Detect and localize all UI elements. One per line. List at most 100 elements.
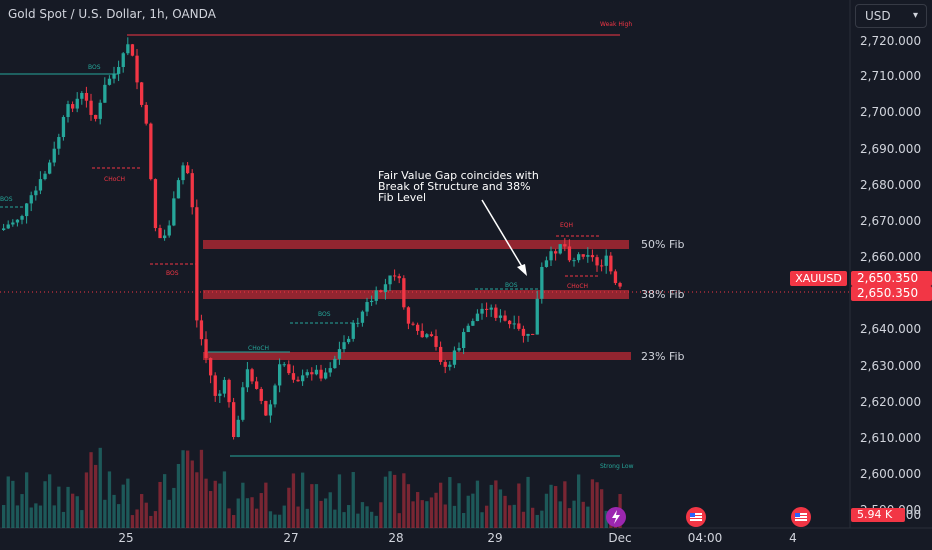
volume-bar	[370, 511, 374, 528]
candle-body	[130, 44, 135, 56]
candle-body	[301, 375, 305, 382]
volume-bar	[512, 504, 516, 528]
volume-bar	[342, 512, 346, 528]
candle-body	[406, 307, 411, 324]
candle-body	[521, 328, 526, 336]
choch-label: CHoCH	[248, 345, 270, 352]
lightning-icon[interactable]	[606, 507, 626, 527]
volume-bar	[98, 447, 102, 528]
candle-body	[135, 55, 139, 83]
candle-body	[489, 307, 493, 310]
candle-body	[103, 84, 107, 103]
candle-body	[75, 98, 79, 109]
candle-body	[218, 393, 222, 396]
strong-low-label: Strong Low	[600, 463, 634, 470]
volume-bar	[29, 507, 33, 528]
volume-bar	[140, 494, 144, 528]
volume-bar	[452, 505, 457, 528]
volume-bar	[66, 486, 70, 528]
volume-bar	[48, 474, 52, 528]
candle-body	[531, 333, 535, 335]
candle-body	[526, 333, 530, 336]
volume-bar	[144, 502, 148, 528]
candle-body	[549, 251, 553, 261]
volume-bar	[383, 476, 388, 528]
candle-body	[586, 255, 590, 257]
currency-label: USD	[865, 9, 891, 23]
candle-body	[11, 222, 15, 225]
candle-body	[356, 322, 360, 324]
volume-bar	[494, 480, 498, 528]
candle-body	[503, 315, 507, 321]
candle-body	[84, 92, 89, 101]
candle-body	[540, 266, 544, 299]
candle-body	[48, 162, 52, 174]
volume-bar	[250, 497, 254, 528]
candle-body	[425, 334, 429, 338]
volume-bar	[457, 483, 461, 528]
candle-body	[535, 298, 539, 335]
candle-body	[94, 114, 98, 119]
volume-bar	[11, 480, 15, 528]
volume-bar	[554, 486, 558, 528]
annotation-text: Fair Value Gap coincides with Break of S…	[378, 170, 598, 203]
volume-bar	[466, 495, 470, 528]
candle-body	[89, 100, 93, 115]
volume-bar	[319, 500, 323, 528]
volume-bar	[337, 474, 342, 528]
volume-bar	[549, 484, 553, 528]
us-flag-icon[interactable]	[791, 507, 811, 527]
candle-body	[457, 348, 461, 351]
fib-38-label: 38% Fib	[641, 288, 685, 301]
volume-bar	[434, 492, 438, 528]
candle-body	[241, 387, 245, 420]
volume-bar	[34, 503, 38, 528]
volume-bar	[471, 493, 475, 528]
volume-bar	[508, 505, 512, 528]
volume-bar	[402, 473, 406, 528]
candle-body	[310, 372, 314, 375]
candle-body	[140, 82, 144, 105]
volume-bar	[517, 483, 521, 528]
volume-bar	[388, 471, 392, 528]
us-flag-icon[interactable]	[686, 507, 706, 527]
volume-bar	[567, 508, 572, 528]
volume-bar	[324, 498, 328, 528]
candle-body	[374, 290, 378, 301]
candle-body	[236, 419, 240, 438]
candle-body	[480, 308, 484, 314]
candle-body	[485, 308, 489, 310]
volume-bar	[264, 482, 268, 528]
volume-bar	[176, 463, 181, 528]
candle-body	[475, 313, 480, 322]
volume-bar	[360, 502, 365, 528]
bos-label: BOS	[166, 270, 179, 277]
candle-body	[259, 388, 263, 401]
candle-body	[6, 224, 10, 229]
candle-body	[117, 67, 121, 74]
volume-bar	[595, 482, 599, 528]
weak-high-label: Weak High	[600, 21, 633, 28]
candle-body	[443, 361, 447, 367]
candle-body	[43, 173, 47, 180]
volume-bar	[577, 474, 581, 528]
currency-dropdown[interactable]: USD ▾	[855, 4, 927, 28]
candle-body	[291, 373, 296, 380]
volume-bar	[158, 481, 162, 528]
candle-body	[282, 364, 286, 366]
volume-bar	[199, 449, 204, 528]
volume-bar	[204, 478, 208, 528]
volume-bar	[181, 450, 185, 528]
candle-body	[255, 381, 259, 389]
volume-bar	[89, 452, 93, 528]
candle-body	[190, 173, 194, 208]
candle-body	[416, 324, 420, 331]
candle-body	[558, 244, 562, 254]
candle-body	[328, 368, 332, 373]
candle-body	[554, 251, 558, 254]
volume-bar	[314, 484, 319, 528]
volume-bar	[291, 473, 296, 528]
fib-50-zone	[203, 240, 629, 249]
volume-bar	[190, 460, 194, 528]
